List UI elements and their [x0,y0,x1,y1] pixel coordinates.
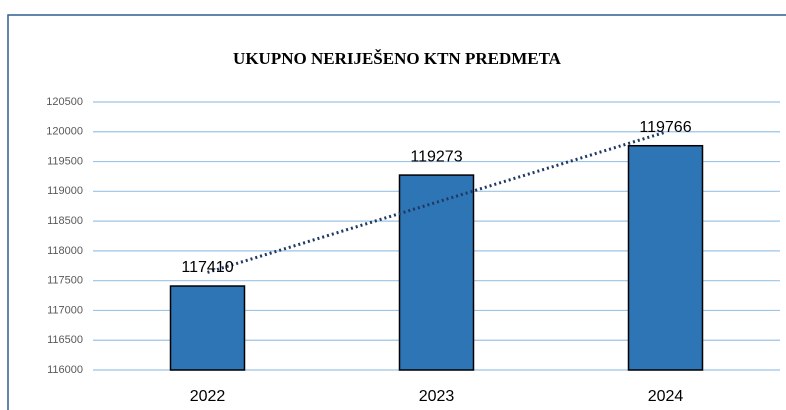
bar [627,144,704,371]
data-label: 117410 [181,259,233,276]
y-tick-label: 117500 [47,275,83,287]
x-tick-label: 2022 [190,388,226,405]
y-tick-label: 119000 [47,185,83,197]
data-label: 119273 [410,148,462,165]
y-tick-label: 116000 [47,364,83,376]
y-tick-label: 120500 [46,96,83,108]
x-tick-label: 2023 [419,388,455,405]
y-tick-label: 116500 [47,334,83,346]
bar [169,285,246,371]
bar [398,174,475,371]
y-tick-label: 120000 [46,126,83,138]
chart-title: UKUPNO NERIJEŠENO KTN PREDMETA [233,49,562,68]
y-tick-label: 118500 [47,215,83,227]
y-tick-label: 117000 [47,304,83,316]
data-label: 119766 [639,119,691,136]
y-tick-label: 118000 [47,245,83,257]
y-tick-label: 119500 [47,155,83,167]
x-tick-label: 2024 [648,388,684,405]
